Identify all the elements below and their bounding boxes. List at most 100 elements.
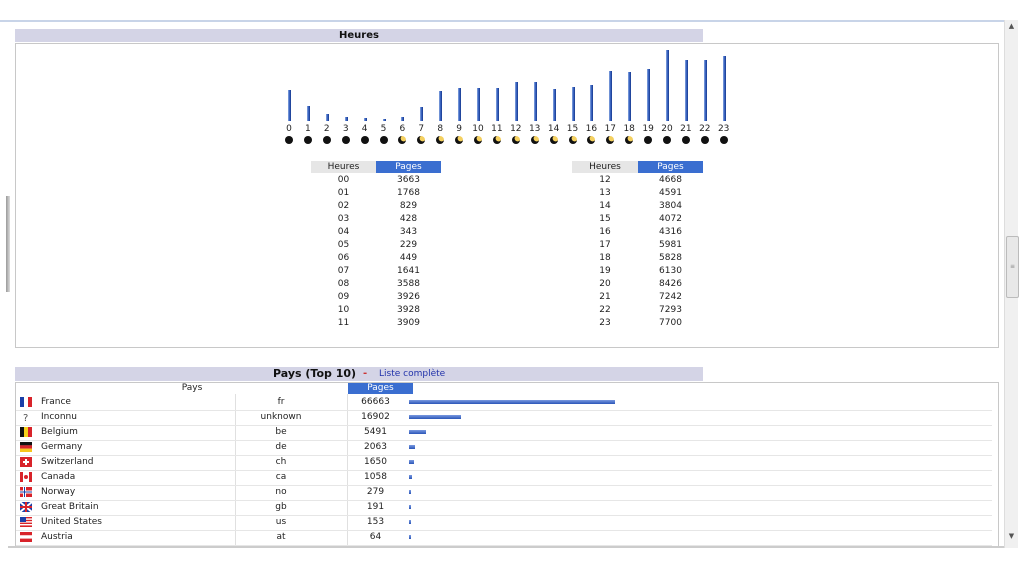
country-row: ? Inconnu unknown 16902 bbox=[16, 410, 992, 426]
country-name: Inconnu bbox=[41, 412, 77, 422]
country-name: Norway bbox=[41, 487, 76, 497]
hours-panel: 0 1 2 3 4 5 6 7 8 9 10 11 12 13 14 15 16 17 18 19 20 21 22 23 H… bbox=[15, 43, 999, 348]
hour-tick-label: 5 bbox=[380, 124, 387, 134]
pages-cell: 3909 bbox=[397, 318, 420, 328]
hour-tick-label: 6 bbox=[399, 124, 406, 134]
hour-tick-label: 2 bbox=[323, 124, 330, 134]
pages-column-header: Pages bbox=[348, 383, 413, 394]
fr-flag-icon bbox=[20, 397, 32, 407]
scroll-up-icon[interactable]: ▲ bbox=[1008, 22, 1015, 30]
country-row: Belgium be 5491 bbox=[16, 425, 992, 441]
scrollbar-thumb[interactable]: ≡ bbox=[1006, 236, 1019, 298]
pages-cell: 343 bbox=[399, 227, 418, 237]
title-separator: - bbox=[363, 368, 368, 379]
full-list-link[interactable]: Liste complète bbox=[379, 369, 446, 379]
pages-cell: 1768 bbox=[397, 188, 420, 198]
day-night-icon bbox=[492, 136, 501, 144]
hour-cell: 21 bbox=[599, 292, 611, 302]
hour-bar bbox=[495, 88, 499, 121]
pages-cell: 3928 bbox=[397, 305, 420, 315]
country-pages: 66663 bbox=[361, 397, 390, 407]
hour-bar bbox=[420, 107, 424, 121]
hour-cell: 20 bbox=[599, 279, 611, 289]
pages-cell: 5981 bbox=[659, 240, 682, 250]
hour-tick-label: 18 bbox=[623, 124, 635, 134]
hour-bar bbox=[609, 71, 613, 121]
pages-cell: 4072 bbox=[659, 214, 682, 224]
country-name: Canada bbox=[41, 472, 76, 482]
hours-table-left: Heures Pages 00 3663 01 1768 02 829 03 428 04 343… bbox=[311, 161, 441, 331]
hours-column-header: Heures bbox=[311, 161, 376, 173]
hour-tick-label: 12 bbox=[510, 124, 522, 134]
be-flag-icon bbox=[20, 427, 32, 437]
hour-bar bbox=[288, 90, 291, 121]
country-code: ch bbox=[275, 457, 287, 467]
hour-cell: 05 bbox=[337, 240, 350, 250]
day-night-icon bbox=[511, 136, 520, 144]
country-bar bbox=[409, 490, 411, 494]
country-row: Germany de 2063 bbox=[16, 440, 992, 456]
vertical-scrollbar[interactable]: ▲ ≡ ▼ bbox=[1004, 20, 1019, 548]
hour-cell: 02 bbox=[337, 201, 350, 211]
country-pages: 1058 bbox=[364, 472, 387, 482]
hour-cell: 12 bbox=[599, 175, 611, 185]
pages-cell: 3663 bbox=[397, 175, 420, 185]
country-code: de bbox=[275, 442, 287, 452]
hour-cell: 00 bbox=[337, 175, 350, 185]
day-night-icon bbox=[587, 136, 596, 144]
day-night-icon bbox=[549, 136, 558, 144]
country-bar bbox=[409, 430, 426, 434]
day-night-icon bbox=[700, 136, 709, 144]
day-night-icon bbox=[341, 136, 350, 144]
countries-section-header: Pays (Top 10) - Liste complète bbox=[15, 367, 703, 381]
hour-bar bbox=[533, 82, 537, 121]
ca-flag-icon bbox=[20, 472, 32, 482]
pages-cell: 4668 bbox=[659, 175, 682, 185]
pages-cell: 4591 bbox=[659, 188, 682, 198]
day-night-icon bbox=[360, 136, 369, 144]
us-flag-icon bbox=[20, 517, 32, 527]
country-bar bbox=[409, 400, 615, 404]
country-code: unknown bbox=[260, 412, 302, 422]
country-code: at bbox=[276, 532, 286, 542]
hour-cell: 08 bbox=[337, 279, 350, 289]
hour-tick-label: 21 bbox=[680, 124, 692, 134]
hour-tick-label: 9 bbox=[456, 124, 462, 134]
day-night-icon bbox=[398, 136, 407, 144]
hour-cell: 04 bbox=[337, 227, 350, 237]
pages-cell: 1641 bbox=[397, 266, 420, 276]
page-viewport: Heures 0 1 2 3 4 5 6 7 8 9 10 11 12 13 14 15 16 17 18 19 20 2… bbox=[0, 20, 1004, 548]
pages-column-header: Pages bbox=[376, 161, 441, 173]
hour-cell: 23 bbox=[599, 318, 611, 328]
hour-cell: 07 bbox=[337, 266, 350, 276]
country-pages: 191 bbox=[366, 502, 385, 512]
country-bar bbox=[409, 415, 461, 419]
country-code: us bbox=[275, 517, 287, 527]
hour-tick-label: 8 bbox=[437, 124, 444, 134]
pages-cell: 6130 bbox=[659, 266, 682, 276]
bottom-area bbox=[0, 548, 1024, 568]
hour-bar bbox=[628, 72, 632, 121]
hour-cell: 01 bbox=[337, 188, 350, 198]
pages-cell: 7242 bbox=[659, 292, 682, 302]
hour-cell: 06 bbox=[337, 253, 350, 263]
scroll-down-icon[interactable]: ▼ bbox=[1008, 532, 1015, 540]
country-name: France bbox=[41, 397, 71, 407]
hour-bar bbox=[325, 114, 329, 121]
country-bar bbox=[409, 445, 415, 449]
hour-cell: 17 bbox=[599, 240, 611, 250]
country-name: United States bbox=[41, 517, 102, 527]
hour-tick-label: 1 bbox=[305, 124, 311, 134]
pages-cell: 3804 bbox=[659, 201, 682, 211]
day-night-icon bbox=[530, 136, 539, 144]
hour-tick-label: 4 bbox=[361, 124, 368, 134]
hour-tick-label: 19 bbox=[642, 124, 654, 134]
hour-bar bbox=[703, 60, 707, 121]
unknown-flag-icon: ? bbox=[20, 412, 32, 424]
country-row: Norway no 279 bbox=[16, 485, 992, 501]
no-flag-icon bbox=[20, 487, 32, 497]
hour-tick-label: 20 bbox=[661, 124, 673, 134]
day-night-icon bbox=[663, 136, 671, 144]
day-night-icon bbox=[303, 136, 312, 144]
hour-cell: 16 bbox=[599, 227, 611, 237]
